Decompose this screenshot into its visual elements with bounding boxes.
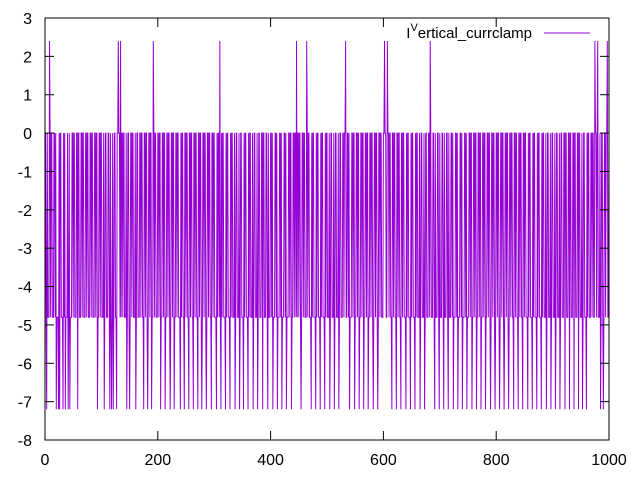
axis-tick-labels: 3 2 1 0 -1 -2 -3 -4 -5 -6 -7 -8 0 200 400 600 800 1000 bbox=[18, 11, 627, 469]
legend-label-series-0: IVertical_currclamp bbox=[406, 22, 532, 42]
y-tick-label-3: 0 bbox=[23, 126, 32, 143]
y-tick-label-6: -3 bbox=[18, 241, 32, 258]
y-tick-label-4: -1 bbox=[18, 164, 32, 181]
y-tick-label-5: -2 bbox=[18, 203, 32, 220]
legend-label-name: I bbox=[406, 25, 410, 42]
x-tick-label-0: 0 bbox=[41, 452, 50, 469]
legend-label-superscript: V bbox=[410, 22, 418, 34]
series-line-0 bbox=[45, 41, 610, 410]
axis-ticks bbox=[44, 17, 610, 441]
x-tick-label-5: 1000 bbox=[591, 452, 627, 469]
y-tick-label-0: 3 bbox=[23, 11, 32, 28]
x-tick-label-3: 600 bbox=[370, 452, 397, 469]
legend: IVertical_currclamp bbox=[406, 22, 590, 42]
y-tick-label-1: 2 bbox=[23, 49, 32, 66]
y-tick-label-11: -8 bbox=[18, 433, 32, 450]
series-layer bbox=[45, 41, 610, 410]
x-tick-label-2: 400 bbox=[257, 452, 284, 469]
x-tick-label-4: 800 bbox=[483, 452, 510, 469]
y-tick-label-10: -7 bbox=[18, 395, 32, 412]
y-tick-label-7: -4 bbox=[18, 280, 32, 297]
legend-label-suffix: ertical_currclamp bbox=[418, 25, 532, 42]
x-tick-label-1: 200 bbox=[144, 452, 171, 469]
y-tick-label-8: -5 bbox=[18, 318, 32, 335]
y-tick-label-2: 1 bbox=[23, 88, 32, 105]
y-tick-label-9: -6 bbox=[18, 356, 32, 373]
plot-frame bbox=[44, 17, 610, 441]
